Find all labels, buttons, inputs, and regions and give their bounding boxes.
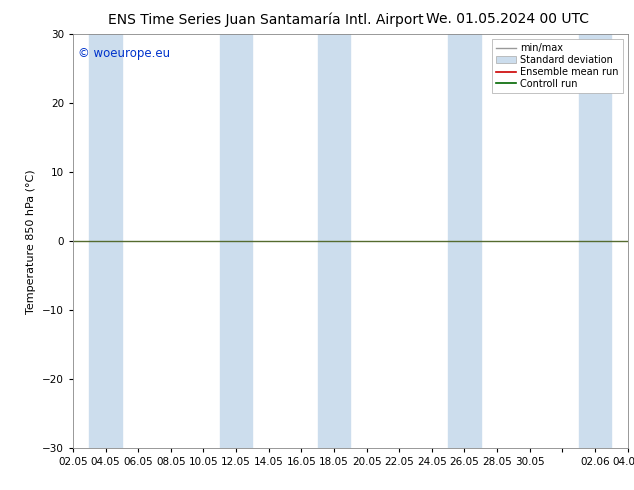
Legend: min/max, Standard deviation, Ensemble mean run, Controll run: min/max, Standard deviation, Ensemble me… xyxy=(492,39,623,93)
Bar xyxy=(318,34,350,448)
Text: We. 01.05.2024 00 UTC: We. 01.05.2024 00 UTC xyxy=(425,12,589,26)
Bar xyxy=(220,34,252,448)
Y-axis label: Temperature 850 hPa (°C): Temperature 850 hPa (°C) xyxy=(27,169,36,314)
Bar xyxy=(448,34,481,448)
Text: ENS Time Series Juan Santamaría Intl. Airport: ENS Time Series Juan Santamaría Intl. Ai… xyxy=(108,12,424,27)
Bar xyxy=(579,34,611,448)
Bar xyxy=(89,34,122,448)
Text: © woeurope.eu: © woeurope.eu xyxy=(79,47,171,60)
